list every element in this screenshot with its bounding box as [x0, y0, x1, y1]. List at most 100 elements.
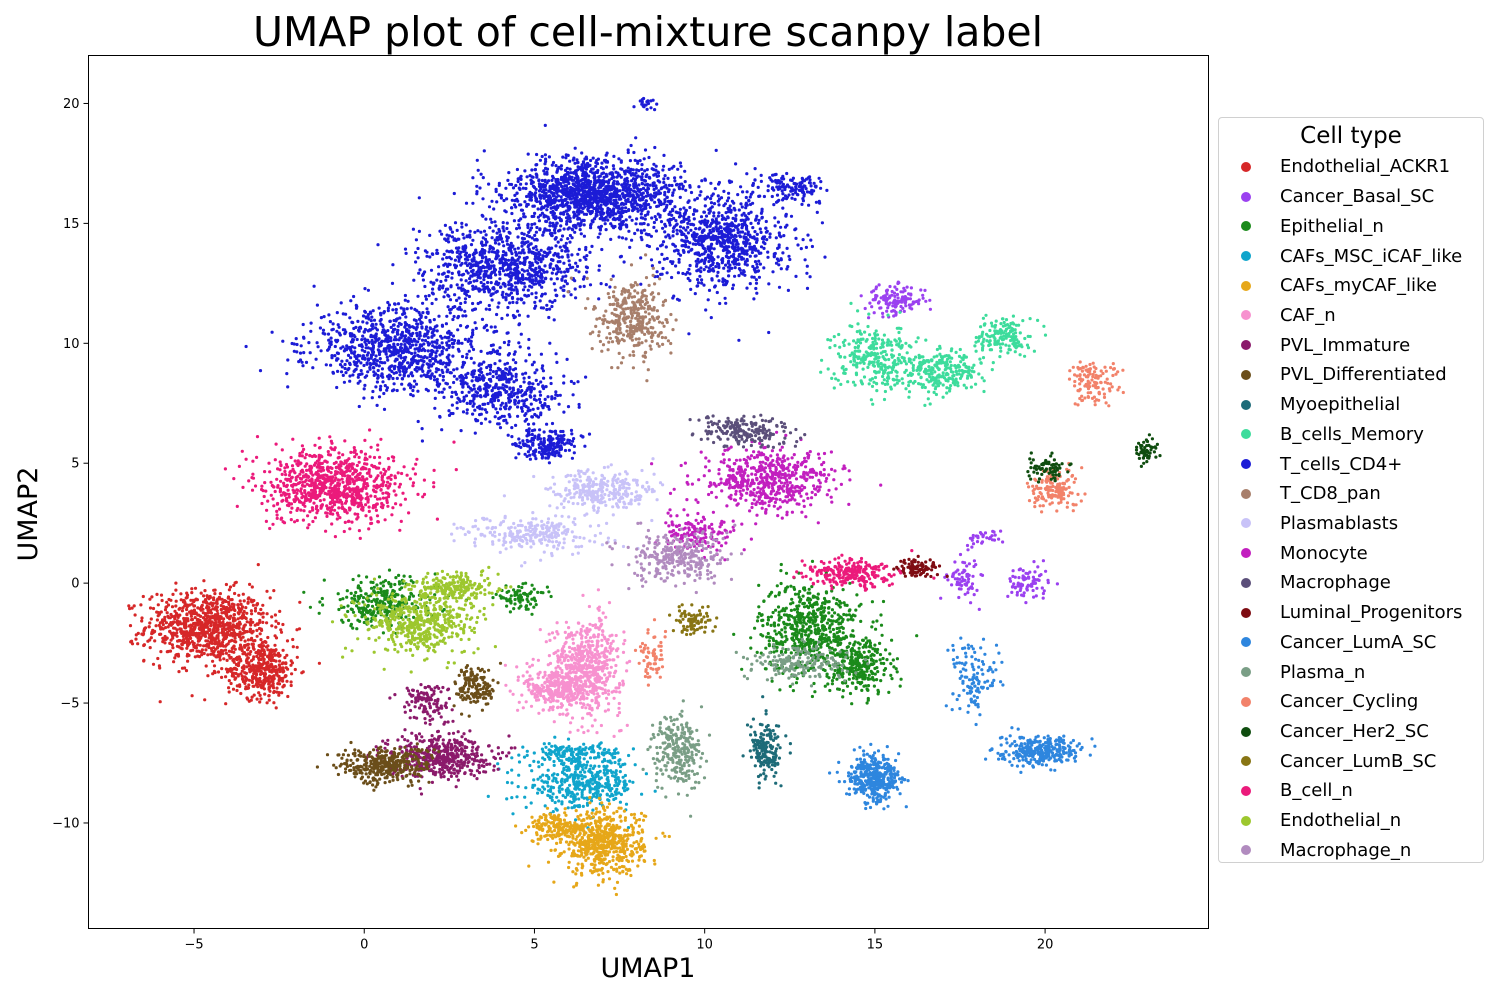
data-point: [239, 602, 243, 607]
data-point: [538, 775, 543, 779]
data-point: [285, 639, 290, 643]
data-point: [992, 530, 996, 534]
data-point: [877, 283, 881, 287]
data-point: [588, 756, 593, 760]
data-point: [225, 607, 229, 611]
data-point: [278, 609, 282, 614]
data-point: [370, 604, 375, 608]
data-point: [560, 762, 564, 766]
data-point: [356, 584, 360, 589]
data-point: [206, 653, 210, 657]
data-point: [620, 856, 624, 860]
data-point: [259, 607, 263, 612]
data-point: [802, 601, 807, 606]
data-point: [192, 641, 196, 646]
data-point: [261, 666, 265, 670]
data-point: [792, 616, 796, 620]
data-point: [505, 780, 510, 785]
data-point: [798, 600, 802, 604]
data-point: [207, 636, 211, 640]
data-point: [556, 773, 560, 777]
data-point: [180, 643, 184, 647]
data-point: [640, 792, 644, 796]
data-point: [231, 623, 235, 627]
data-point: [254, 672, 259, 676]
data-point: [559, 837, 564, 841]
data-point: [870, 305, 874, 309]
data-point: [757, 605, 761, 609]
data-point: [604, 691, 608, 695]
data-point: [835, 598, 839, 602]
data-point: [528, 674, 532, 678]
data-point: [256, 649, 261, 653]
data-point: [596, 635, 600, 639]
data-point: [510, 796, 514, 800]
data-point: [565, 675, 569, 679]
data-point: [585, 812, 589, 816]
data-point: [204, 613, 208, 618]
data-point: [282, 684, 286, 688]
data-point: [196, 654, 200, 658]
data-point: [272, 690, 276, 695]
data-point: [773, 629, 777, 633]
data-point: [1041, 559, 1045, 563]
data-point: [264, 640, 268, 645]
data-point: [180, 609, 184, 613]
data-point: [617, 806, 621, 810]
data-point: [562, 749, 566, 754]
data-point: [584, 766, 588, 770]
data-point: [591, 828, 595, 832]
data-point: [536, 791, 540, 795]
data-point: [820, 632, 824, 636]
data-point: [235, 684, 239, 688]
data-point: [574, 872, 578, 876]
data-point: [582, 695, 586, 699]
data-point: [864, 644, 868, 648]
data-point: [866, 639, 870, 643]
data-point: [950, 583, 954, 587]
data-point: [802, 605, 807, 609]
data-point: [404, 615, 408, 619]
data-point: [901, 290, 905, 294]
data-point: [827, 606, 831, 610]
data-point: [614, 849, 619, 854]
data-point: [551, 836, 555, 840]
data-point: [891, 304, 895, 308]
data-point: [574, 764, 578, 768]
data-point: [628, 659, 632, 664]
data-point: [222, 617, 226, 621]
data-point: [642, 858, 646, 863]
data-point: [382, 592, 386, 596]
data-point: [240, 674, 244, 678]
data-point: [209, 611, 213, 615]
data-point: [241, 592, 245, 596]
data-point: [206, 674, 210, 678]
data-point: [360, 610, 365, 615]
data-point: [572, 777, 576, 781]
data-point: [595, 793, 599, 797]
data-point: [836, 643, 840, 647]
data-point: [606, 689, 611, 693]
data-point: [613, 751, 617, 755]
data-point: [253, 609, 257, 613]
data-point: [548, 688, 553, 692]
data-point: [207, 615, 211, 619]
data-point: [517, 760, 522, 764]
data-point: [1046, 581, 1050, 585]
data-point: [576, 648, 580, 652]
data-point: [894, 304, 898, 308]
data-point: [585, 666, 589, 670]
data-point: [572, 823, 576, 827]
data-point: [574, 809, 578, 813]
data-point: [252, 684, 256, 688]
data-point: [542, 813, 546, 817]
data-point: [605, 805, 610, 809]
data-point: [875, 650, 879, 655]
data-point: [870, 662, 874, 667]
data-point: [1044, 569, 1048, 573]
data-point: [592, 673, 596, 677]
data-point: [198, 627, 202, 632]
data-point: [232, 628, 236, 632]
data-point: [536, 658, 541, 662]
data-point: [896, 280, 900, 284]
